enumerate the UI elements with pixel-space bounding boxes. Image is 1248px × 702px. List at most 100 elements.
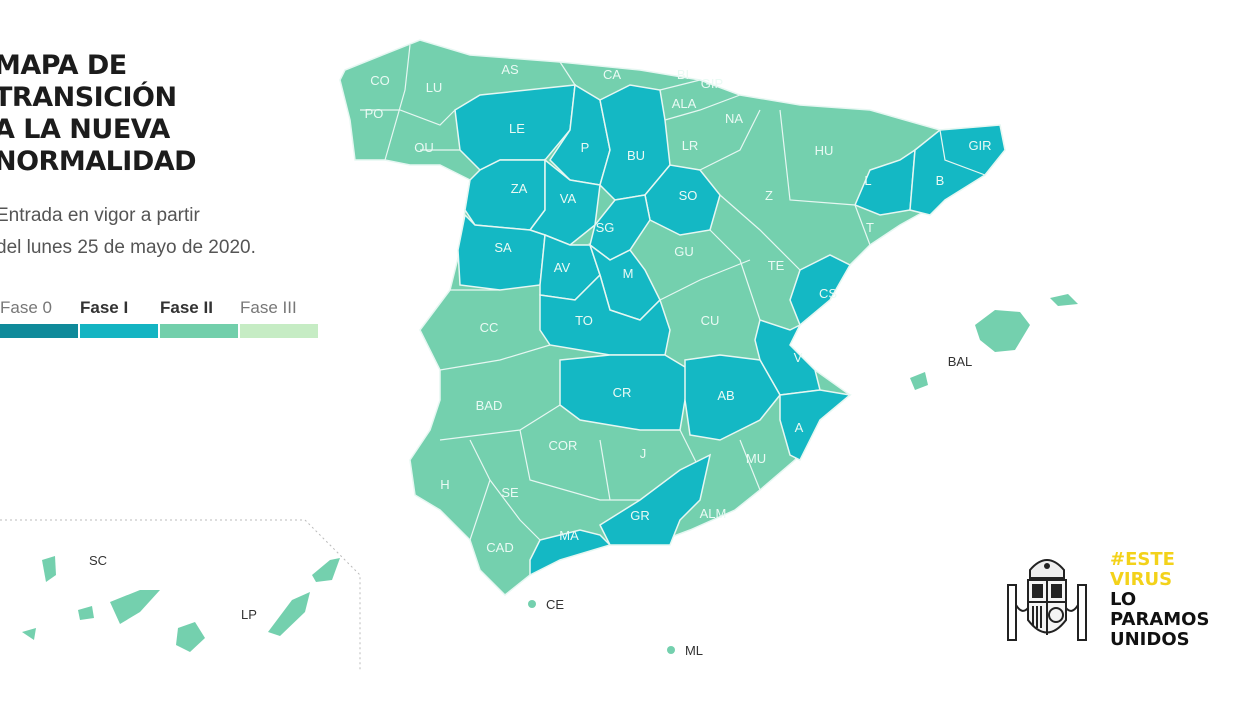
island-menorca — [1050, 294, 1078, 306]
province-label-gr: GR — [630, 508, 650, 523]
province-label-cr: CR — [613, 385, 632, 400]
slogan-line: PARAMOS — [1110, 609, 1210, 630]
province-label-te: TE — [768, 258, 785, 273]
island-ibiza — [910, 372, 928, 390]
province-label-sc: SC — [89, 553, 107, 568]
slogan: #ESTE VIRUS LO PARAMOS UNIDOS — [1110, 550, 1209, 650]
province-label-z: Z — [765, 188, 773, 203]
canary-island — [42, 556, 56, 582]
legend-label: Fase III — [240, 298, 297, 317]
province-label-ab: AB — [717, 388, 734, 403]
province-label-ml: ML — [685, 643, 703, 658]
legend-label: Fase II — [160, 298, 213, 317]
province-a — [779, 389, 852, 462]
province-label-p: P — [581, 140, 590, 155]
province-label-m: M — [623, 266, 634, 281]
legend-swatch — [160, 324, 238, 338]
legend-swatch — [240, 324, 318, 338]
province-v — [754, 319, 821, 396]
canary-inset-border — [0, 519, 361, 672]
island-mallorca — [975, 310, 1030, 352]
subtitle-line: Entrada en vigor a partir — [0, 205, 200, 226]
province-label-so: SO — [679, 188, 698, 203]
province-label-l: L — [864, 173, 871, 188]
province-gr — [599, 453, 712, 546]
province-label-av: AV — [554, 260, 571, 275]
province-border — [854, 204, 871, 246]
province-label-sg: SG — [596, 220, 615, 235]
slogan-line: VIRUS — [1110, 569, 1173, 590]
legend-label: Fase I — [80, 298, 129, 317]
title-line: MAPA DE — [0, 50, 127, 81]
province-label-cs: CS — [819, 286, 837, 301]
melilla-marker — [667, 646, 675, 654]
province-so — [644, 164, 721, 236]
province-label-gip: GIP — [701, 76, 723, 91]
province-label-ala: ALA — [672, 96, 697, 111]
province-border — [739, 439, 761, 491]
province-border — [360, 109, 456, 126]
canary-island — [268, 592, 310, 636]
canary-island — [78, 606, 94, 620]
province-cs — [789, 254, 852, 327]
province-label-se: SE — [501, 485, 519, 500]
legend-label: Fase 0 — [0, 298, 52, 317]
province-label-mu: MU — [746, 451, 766, 466]
ceuta-marker — [528, 600, 536, 608]
province-label-cad: CAD — [486, 540, 513, 555]
map-title: MAPA DE TRANSICIÓN A LA NUEVA NORMALIDAD — [0, 50, 197, 178]
province-label-cor: COR — [549, 438, 578, 453]
province-label-sa: SA — [494, 240, 512, 255]
title-line: A LA NUEVA — [0, 114, 170, 145]
province-label-le: LE — [509, 121, 525, 136]
province-label-va: VA — [560, 191, 577, 206]
title-line: NORMALIDAD — [0, 146, 197, 177]
province-label-ma: MA — [559, 528, 579, 543]
canary-island — [176, 622, 205, 652]
phase-legend: Fase 0 Fase I Fase II Fase III — [0, 298, 320, 338]
province-label-gir: GIR — [968, 138, 991, 153]
province-label-za: ZA — [511, 181, 528, 196]
province-label-b: B — [936, 173, 945, 188]
province-border — [939, 129, 986, 176]
subtitle-line: del lunes 25 de mayo de 2020. — [0, 237, 256, 258]
canary-island — [110, 590, 160, 624]
province-label-j: J — [640, 446, 647, 461]
province-border — [719, 194, 801, 271]
province-label-ca: CA — [603, 67, 621, 82]
province-label-cc: CC — [480, 320, 499, 335]
province-border — [599, 439, 611, 501]
province-border — [659, 79, 701, 91]
province-border — [664, 94, 741, 121]
government-logo — [1000, 550, 1248, 660]
province-ma — [529, 529, 612, 577]
province-to — [539, 273, 671, 356]
province-label-lp: LP — [241, 607, 257, 622]
province-cr — [559, 354, 691, 431]
legend-item: Fase 0 — [0, 298, 78, 338]
province-border — [659, 259, 751, 301]
slogan-line: #ESTE — [1110, 549, 1175, 570]
title-line: TRANSICIÓN — [0, 82, 177, 113]
province-label-ou: OU — [414, 140, 434, 155]
province-label-cu: CU — [701, 313, 720, 328]
province-label-gu: GU — [674, 244, 694, 259]
slogan-line: LO — [1110, 589, 1137, 610]
province-label-alm: ALM — [700, 506, 727, 521]
province-border — [699, 109, 761, 171]
province-border — [489, 479, 541, 541]
province-label-hu: HU — [815, 143, 834, 158]
canary-island — [312, 558, 340, 582]
province-label-bal: BAL — [948, 354, 973, 369]
slogan-line: UNIDOS — [1110, 629, 1190, 650]
province-label-lu: LU — [426, 80, 443, 95]
province-border — [709, 229, 761, 321]
province-label-bad: BAD — [476, 398, 503, 413]
effective-date-text: Entrada en vigor a partir del lunes 25 d… — [0, 200, 256, 264]
province-label-lr: LR — [682, 138, 699, 153]
coat-of-arms-icon — [1007, 559, 1087, 641]
province-label-v: V — [794, 350, 803, 365]
province-label-bu: BU — [627, 148, 645, 163]
legend-swatch — [0, 324, 78, 338]
